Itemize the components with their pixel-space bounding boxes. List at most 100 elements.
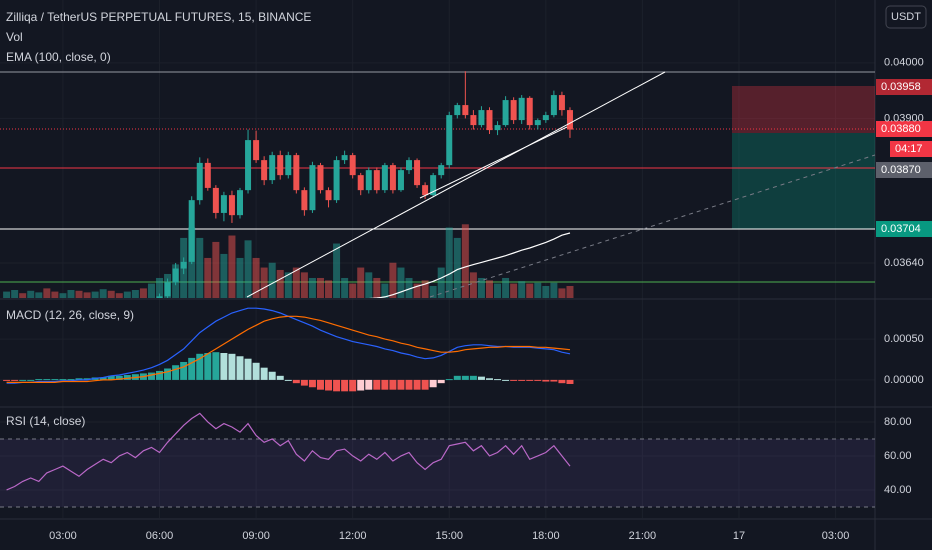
histogram-bar bbox=[485, 378, 493, 380]
volume-bar bbox=[107, 290, 115, 298]
histogram-bar bbox=[389, 379, 397, 390]
histogram-bar bbox=[333, 379, 341, 392]
volume-bar bbox=[453, 237, 461, 298]
volume-bar bbox=[558, 288, 566, 298]
x-tick-label: 17 bbox=[733, 530, 745, 542]
volume-bar bbox=[11, 289, 19, 298]
y-tick-label: 60.00 bbox=[884, 450, 912, 462]
candle-body bbox=[220, 195, 227, 213]
volume-bar bbox=[469, 272, 477, 298]
histogram-bar bbox=[83, 378, 91, 380]
candle-body bbox=[164, 282, 171, 297]
ema-line bbox=[368, 232, 571, 298]
volume-bar bbox=[59, 293, 67, 298]
histogram-bar bbox=[75, 378, 83, 380]
histogram-bar bbox=[477, 376, 485, 380]
candle-body bbox=[478, 110, 485, 126]
currency-button[interactable] bbox=[885, 5, 927, 29]
histogram-bar bbox=[357, 379, 365, 391]
volume-bar bbox=[437, 267, 445, 298]
volume-bar bbox=[461, 224, 469, 298]
histogram-bar bbox=[381, 379, 389, 390]
candle-body bbox=[526, 97, 533, 126]
candle-body bbox=[261, 160, 268, 181]
candle-body bbox=[397, 170, 404, 191]
candle-body bbox=[188, 200, 195, 262]
candle-body bbox=[325, 190, 332, 201]
candle-body bbox=[446, 115, 453, 166]
volume-bar bbox=[43, 288, 51, 298]
x-tick-label: 21:00 bbox=[629, 530, 657, 542]
x-tick-label: 03:00 bbox=[49, 530, 77, 542]
candle-body bbox=[510, 100, 517, 121]
histogram-bar bbox=[300, 379, 308, 386]
price-tag bbox=[876, 79, 932, 95]
candle-body bbox=[196, 162, 203, 201]
volume-bar bbox=[566, 285, 574, 298]
histogram-bar bbox=[19, 379, 27, 381]
y-tick-label: 0.00050 bbox=[884, 333, 924, 345]
volume-bar bbox=[413, 283, 421, 298]
histogram-bar bbox=[27, 379, 35, 381]
ema-label: EMA (100, close, 0) bbox=[6, 50, 111, 64]
candle-body bbox=[228, 195, 235, 216]
histogram-bar bbox=[349, 379, 357, 392]
volume-bar bbox=[445, 227, 453, 298]
x-tick-label: 09:00 bbox=[242, 530, 270, 542]
histogram-bar bbox=[510, 379, 518, 381]
candle-body bbox=[486, 110, 493, 131]
countdown-tag bbox=[890, 141, 932, 157]
volume-bar bbox=[300, 272, 308, 298]
volume-bar bbox=[308, 277, 316, 298]
x-tick-label: 06:00 bbox=[146, 530, 174, 542]
main-pane bbox=[3, 71, 574, 298]
histogram-bar bbox=[252, 362, 260, 380]
candle-body bbox=[494, 125, 501, 131]
candle-body bbox=[542, 115, 549, 121]
candle-body bbox=[245, 140, 252, 191]
histogram-bar bbox=[437, 379, 445, 384]
macd-pane bbox=[3, 307, 574, 392]
histogram-bar bbox=[67, 379, 75, 381]
volume-bar bbox=[252, 257, 260, 298]
volume-bar bbox=[429, 285, 437, 298]
candle-body bbox=[550, 95, 557, 116]
candle-body bbox=[317, 165, 324, 191]
volume-bar bbox=[405, 277, 413, 298]
rsi-label: RSI (14, close) bbox=[6, 414, 85, 428]
histogram-bar bbox=[147, 372, 155, 380]
histogram-bar bbox=[123, 375, 131, 380]
trend-line bbox=[419, 126, 568, 199]
trend-line bbox=[246, 71, 666, 298]
histogram-bar bbox=[365, 379, 373, 390]
volume-bar bbox=[156, 277, 164, 298]
candle-body bbox=[373, 170, 380, 191]
histogram-bar bbox=[212, 352, 220, 380]
candle-body bbox=[534, 120, 541, 126]
candle-body bbox=[212, 187, 219, 213]
histogram-bar bbox=[445, 379, 453, 381]
currency[interactable]: USDT bbox=[891, 11, 921, 23]
histogram-bar bbox=[11, 379, 19, 381]
volume-bar bbox=[381, 283, 389, 298]
candle-body bbox=[357, 175, 364, 191]
volume-bar bbox=[276, 269, 284, 298]
candle-body bbox=[180, 261, 187, 269]
histogram-bar bbox=[276, 375, 284, 380]
histogram-bar bbox=[341, 379, 349, 392]
y-tick-label: 80.00 bbox=[884, 416, 912, 428]
histogram-bar bbox=[325, 379, 333, 391]
histogram-bar bbox=[373, 379, 381, 390]
volume-bar bbox=[3, 291, 11, 298]
histogram-bar bbox=[220, 353, 228, 380]
volume-bar bbox=[316, 277, 324, 298]
histogram-bar bbox=[228, 353, 236, 380]
candle-body bbox=[406, 160, 413, 171]
candle-body bbox=[558, 95, 565, 111]
histogram-bar bbox=[51, 379, 59, 381]
countdown-text: 04:17 bbox=[895, 143, 923, 155]
volume-bar bbox=[292, 267, 300, 298]
histogram-bar bbox=[244, 358, 252, 380]
volume-bar bbox=[542, 285, 550, 298]
